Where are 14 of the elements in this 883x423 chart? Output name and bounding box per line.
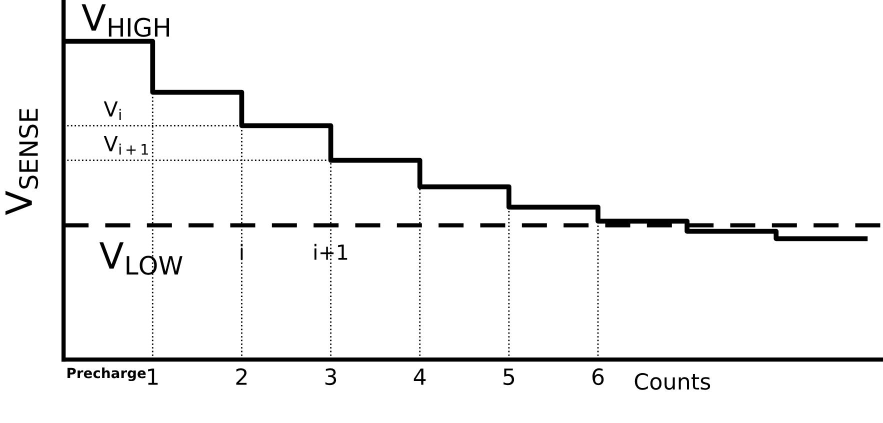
annotation: V$_{HIGH}$: [82, 4, 170, 37]
x-tick-label: 4: [414, 368, 426, 385]
y-axis-title: V$_{SENSE}$: [5, 108, 38, 215]
ref-line-label: V$_{i+1}$: [104, 136, 148, 155]
annotation: i+1: [314, 244, 348, 260]
x-axis-title: Counts: [634, 373, 710, 390]
x-tick-label: 5: [504, 368, 514, 386]
x-tick-label: 1: [148, 368, 158, 385]
x-tick-label: 3: [325, 368, 336, 386]
ref-line-label: V$_{i}$: [104, 101, 121, 120]
x-tick-label: 2: [236, 368, 247, 385]
x-tick-label: 6: [592, 368, 604, 386]
ref-line-label: V$_{LOW}$: [99, 242, 182, 275]
text: Precharge: [68, 368, 146, 382]
